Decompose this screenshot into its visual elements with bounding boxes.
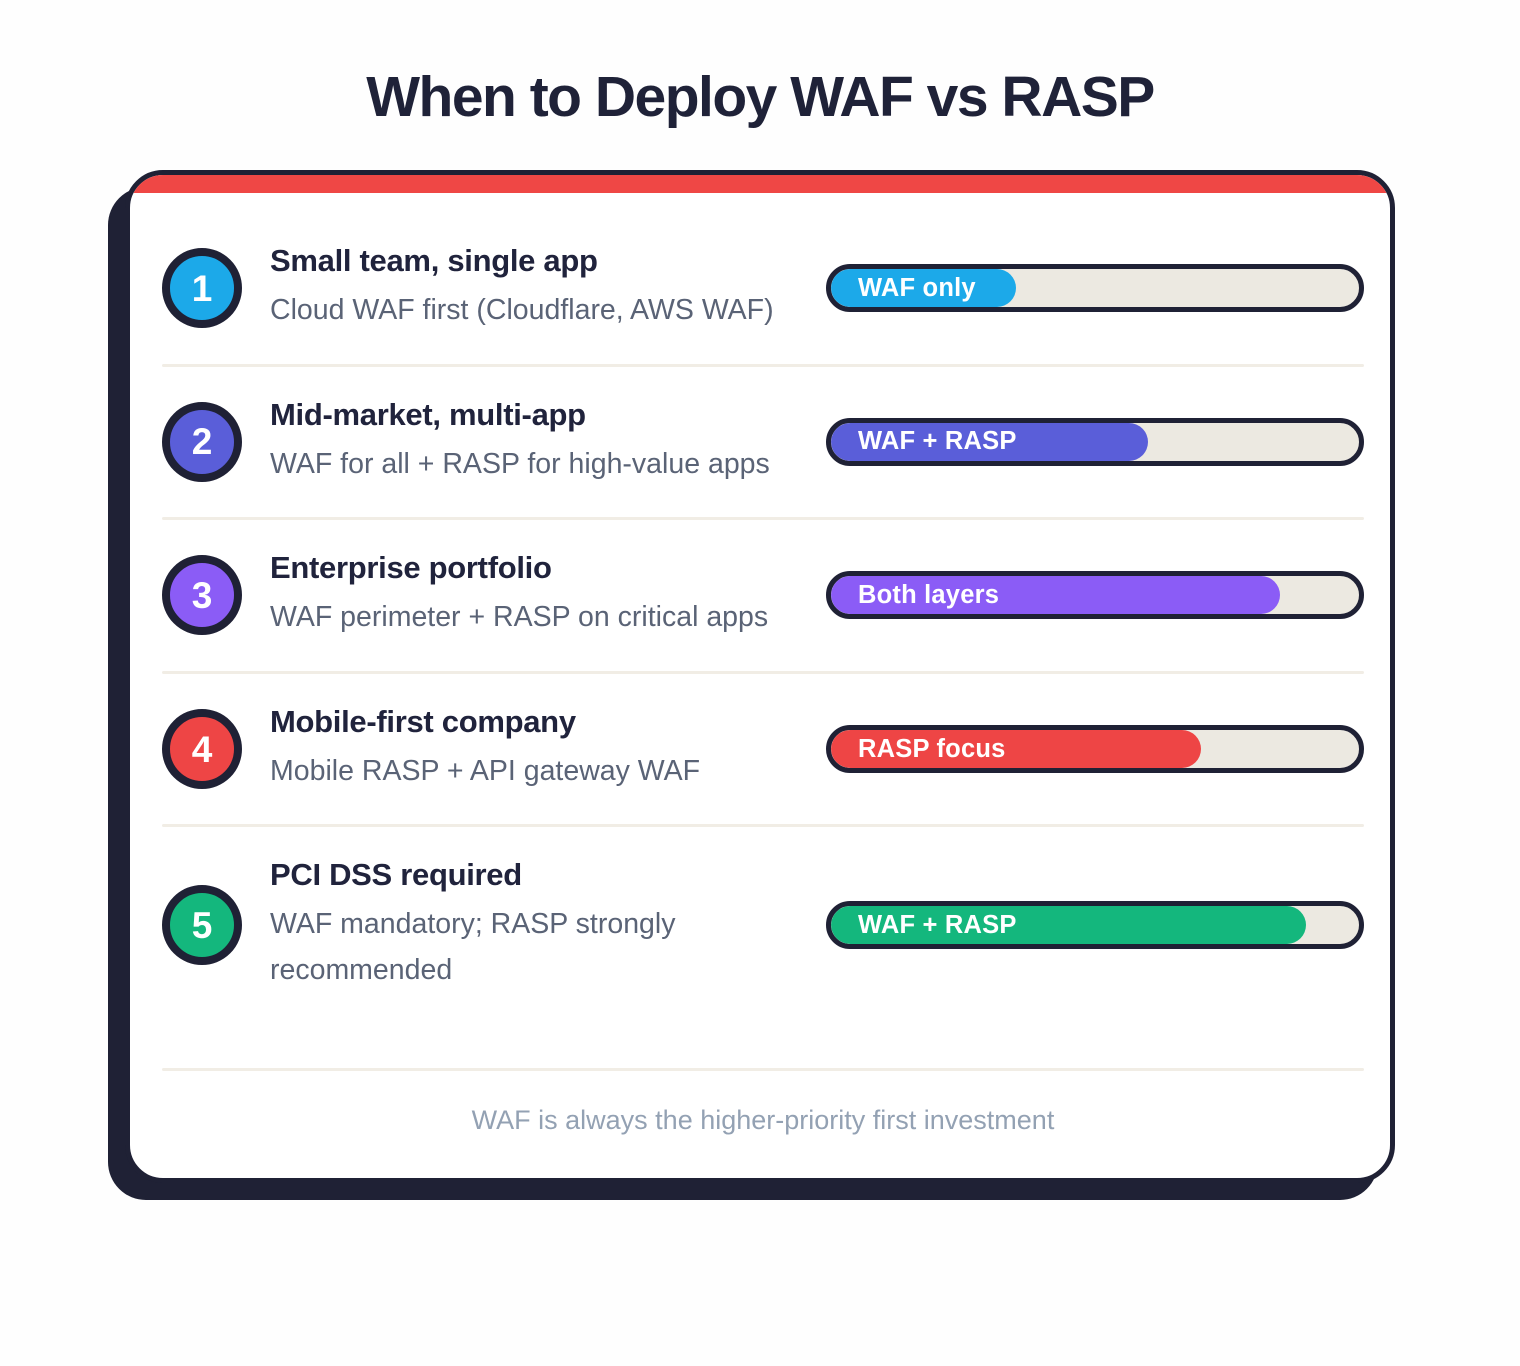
scenario-title: Enterprise portfolio bbox=[270, 550, 552, 586]
page-title: When to Deploy WAF vs RASP bbox=[366, 65, 1155, 129]
step-number: 3 bbox=[191, 574, 213, 616]
scenario-description: Mobile RASP + API gateway WAF bbox=[270, 754, 701, 787]
footer-note: WAF is always the higher-priority first … bbox=[471, 1104, 1055, 1135]
step-number: 5 bbox=[191, 904, 213, 946]
meter-fill: RASP focus bbox=[831, 730, 1201, 769]
scenario-text: Small team, single app Cloud WAF first (… bbox=[270, 243, 782, 334]
step-number: 1 bbox=[191, 267, 213, 309]
scenario-title: Mobile-first company bbox=[270, 703, 576, 739]
scenario-description: WAF for all + RASP for high-value apps bbox=[270, 447, 770, 480]
card-top-accent-bar bbox=[130, 175, 1390, 193]
deployment-meter: WAF + RASP bbox=[826, 417, 1364, 466]
meter-label: Both layers bbox=[858, 580, 1000, 609]
footer-divider bbox=[162, 1067, 1364, 1071]
step-badge: 1 bbox=[162, 248, 242, 329]
deployment-meter: Both layers bbox=[826, 571, 1364, 620]
meter-fill: WAF only bbox=[831, 269, 1016, 308]
scenario-text: PCI DSS required WAF mandatory; RASP str… bbox=[270, 857, 782, 993]
scenario-row: 3 Enterprise portfolio WAF perimeter + R… bbox=[162, 520, 1364, 671]
step-badge: 2 bbox=[162, 401, 242, 482]
content-card: 1 Small team, single app Cloud WAF first… bbox=[125, 170, 1395, 1183]
step-number: 4 bbox=[191, 728, 213, 770]
scenario-row: 4 Mobile-first company Mobile RASP + API… bbox=[162, 674, 1364, 825]
meter-label: WAF + RASP bbox=[858, 427, 1017, 456]
scenario-description: WAF perimeter + RASP on critical apps bbox=[270, 601, 769, 634]
scenario-row: 2 Mid-market, multi-app WAF for all + RA… bbox=[162, 367, 1364, 518]
meter-fill: WAF + RASP bbox=[831, 906, 1307, 945]
step-badge: 5 bbox=[162, 885, 242, 966]
meter-label: RASP focus bbox=[858, 734, 1006, 763]
meter-label: WAF only bbox=[858, 273, 976, 302]
step-badge: 4 bbox=[162, 709, 242, 790]
step-number: 2 bbox=[191, 421, 213, 463]
deployment-meter: WAF + RASP bbox=[826, 901, 1364, 950]
scenario-text: Enterprise portfolio WAF perimeter + RAS… bbox=[270, 550, 782, 641]
scenario-description: Cloud WAF first (Cloudflare, AWS WAF) bbox=[270, 294, 774, 326]
scenario-title: Mid-market, multi-app bbox=[270, 396, 586, 432]
row-divider bbox=[162, 363, 1364, 367]
meter-label: WAF + RASP bbox=[858, 910, 1017, 939]
row-divider bbox=[162, 517, 1364, 521]
meter-fill: Both layers bbox=[831, 576, 1280, 615]
scenario-text: Mobile-first company Mobile RASP + API g… bbox=[270, 704, 782, 795]
deployment-meter: RASP focus bbox=[826, 725, 1364, 774]
scenario-title: Small team, single app bbox=[270, 243, 598, 278]
row-divider bbox=[162, 824, 1364, 828]
scenario-text: Mid-market, multi-app WAF for all + RASP… bbox=[270, 397, 782, 488]
scenario-title: PCI DSS required bbox=[270, 857, 522, 893]
step-badge: 3 bbox=[162, 555, 242, 636]
infographic-page: When to Deploy WAF vs RASP 1 Small team,… bbox=[0, 64, 1520, 1366]
scenario-description: WAF mandatory; RASP strongly recommended bbox=[270, 908, 676, 986]
card-body: 1 Small team, single app Cloud WAF first… bbox=[130, 193, 1390, 1178]
row-divider bbox=[162, 670, 1364, 674]
meter-fill: WAF + RASP bbox=[831, 422, 1148, 461]
scenario-row: 1 Small team, single app Cloud WAF first… bbox=[162, 213, 1364, 364]
scenario-row: 5 PCI DSS required WAF mandatory; RASP s… bbox=[162, 827, 1364, 1023]
deployment-meter: WAF only bbox=[826, 264, 1364, 313]
